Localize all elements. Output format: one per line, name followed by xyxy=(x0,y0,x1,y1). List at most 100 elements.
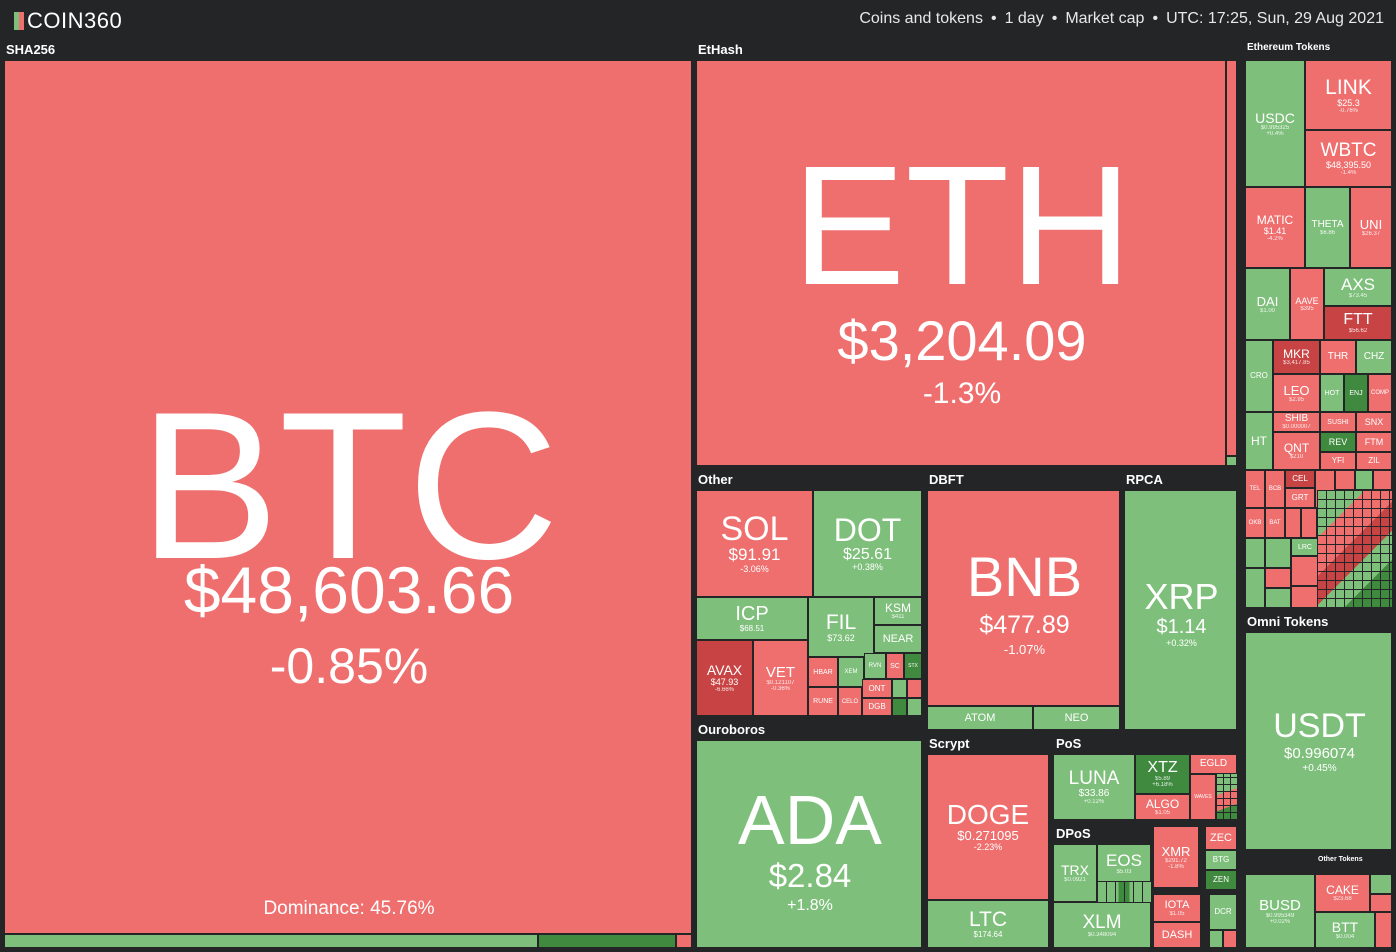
coin-tile-xrp[interactable]: XRP $1.14 +0.32% xyxy=(1124,490,1237,730)
token-tile-theta[interactable]: THETA $6.86 xyxy=(1305,187,1350,268)
coin-tile-dgb[interactable]: DGB xyxy=(862,698,892,716)
token-tile-usdc[interactable]: USDC $0.995325 +0.4% xyxy=(1245,60,1305,187)
coin-tile-small[interactable] xyxy=(907,698,922,716)
coin-tile-btc[interactable]: BTC $48,603.66 -0.85% Dominance: 45.76% xyxy=(4,60,692,934)
token-tile-small[interactable] xyxy=(1245,568,1265,608)
coin-tile-xtz[interactable]: XTZ $5.89 +6.18% xyxy=(1135,754,1190,794)
token-tile-small[interactable] xyxy=(1285,508,1301,538)
sha256-small-tile[interactable] xyxy=(538,934,676,948)
coin-tile-sol[interactable]: SOL $91.91 -3.06% xyxy=(696,490,813,597)
token-tile-small[interactable] xyxy=(1291,556,1319,586)
token-tile-dai[interactable]: DAI $1.00 xyxy=(1245,268,1290,340)
token-tile-chz[interactable]: CHZ xyxy=(1356,340,1392,374)
token-tile-ftt[interactable]: FTT $56.62 xyxy=(1324,306,1392,340)
token-tile-wbtc[interactable]: WBTC $48,395.50 -1.4% xyxy=(1305,130,1392,187)
token-tile-qnt[interactable]: QNT $210 xyxy=(1273,432,1320,470)
coin-tile-neo[interactable]: NEO xyxy=(1033,706,1120,730)
token-tile-thr[interactable]: THR xyxy=(1320,340,1356,374)
coin-tile-sc[interactable]: SC xyxy=(886,653,904,679)
token-tile-aave[interactable]: AAVE $395 xyxy=(1290,268,1324,340)
eth-tokens-small-mosaic[interactable] xyxy=(1317,490,1392,608)
coin-tile-dcr[interactable]: DCR xyxy=(1209,894,1237,930)
coin-tile-ont[interactable]: ONT xyxy=(862,679,892,698)
coin-tile-small[interactable] xyxy=(1223,930,1237,948)
coin-tile-cake[interactable]: CAKE $23.68 xyxy=(1315,874,1370,912)
coins-filter[interactable]: Coins and tokens xyxy=(859,10,983,27)
token-tile-enj[interactable]: ENJ xyxy=(1344,374,1368,412)
coin-tile-ksm[interactable]: KSM $411 xyxy=(874,597,922,625)
coin-tile-bnb[interactable]: BNB $477.89 -1.07% xyxy=(927,490,1120,706)
token-tile-uni[interactable]: UNI $26.37 xyxy=(1350,187,1392,268)
period-filter[interactable]: 1 day xyxy=(1004,10,1044,27)
pos-small-mosaic[interactable] xyxy=(1216,774,1237,820)
coin-tile-trx[interactable]: TRX $0.0921 xyxy=(1053,844,1097,902)
coin-tile-rvn[interactable]: RVN xyxy=(864,653,886,679)
token-tile-bcb[interactable]: BCB xyxy=(1265,470,1285,508)
token-tile-sushi[interactable]: SUSHI xyxy=(1320,412,1356,432)
ethash-small-tile[interactable] xyxy=(1226,60,1237,456)
token-tile-bat[interactable]: BAT xyxy=(1265,508,1285,538)
token-tile-matic[interactable]: MATIC $1.41 -4.2% xyxy=(1245,187,1305,268)
coin-tile-small[interactable] xyxy=(907,679,922,698)
coin-tile-doge[interactable]: DOGE $0.271095 -2.23% xyxy=(927,754,1049,900)
coin-tile-busd[interactable]: BUSD $0.995349 +0.02% xyxy=(1245,874,1315,948)
ethash-small-tile[interactable] xyxy=(1226,456,1237,466)
coin-tile-avax[interactable]: AVAX $47.93 -6.66% xyxy=(696,640,753,716)
token-tile-grt[interactable]: GRT xyxy=(1285,488,1315,508)
token-tile-yfi[interactable]: YFI xyxy=(1320,452,1356,470)
coin-tile-atom[interactable]: ATOM xyxy=(927,706,1033,730)
coin-tile-eos[interactable]: EOS $5.03 xyxy=(1097,844,1151,882)
coin-tile-luna[interactable]: LUNA $33.86 +0.12% xyxy=(1053,754,1135,820)
token-tile-hot[interactable]: HOT xyxy=(1320,374,1344,412)
coin-tile-ada[interactable]: ADA $2.84 +1.8% xyxy=(696,740,922,948)
token-tile-comp[interactable]: COMP xyxy=(1368,374,1392,412)
coin-tile-fil[interactable]: FIL $73.62 xyxy=(808,597,874,657)
token-tile-small[interactable] xyxy=(1355,470,1373,490)
coin-tile-rune[interactable]: RUNE xyxy=(808,687,838,716)
coin-tile-zen[interactable]: ZEN xyxy=(1205,870,1237,890)
coin-tile-xlm[interactable]: XLM $0.348094 xyxy=(1053,902,1151,948)
coin-tile-xem[interactable]: XEM xyxy=(838,657,864,687)
metric-filter[interactable]: Market cap xyxy=(1065,10,1145,27)
coin-tile-ltc[interactable]: LTC $174.64 xyxy=(927,900,1049,948)
coin-tile-xmr[interactable]: XMR $291.72 -1.8% xyxy=(1153,826,1199,888)
coin-tile-near[interactable]: NEAR xyxy=(874,625,922,653)
token-tile-okb[interactable]: OKB xyxy=(1245,508,1265,538)
token-tile-small[interactable] xyxy=(1370,874,1392,894)
sha256-small-tile[interactable] xyxy=(676,934,692,948)
token-tile-snx[interactable]: SNX xyxy=(1356,412,1392,432)
coin-tile-dash[interactable]: DASH xyxy=(1153,922,1201,948)
coin-tile-small[interactable] xyxy=(892,698,907,716)
coin-tile-small[interactable] xyxy=(892,679,907,698)
coin-tile-btt[interactable]: BTT $0.004 xyxy=(1315,912,1375,948)
coin-tile-btg[interactable]: BTG xyxy=(1205,850,1237,870)
coin-tile-hbar[interactable]: HBAR xyxy=(808,657,838,687)
coin-tile-icp[interactable]: ICP $68.51 xyxy=(696,597,808,640)
token-tile-small[interactable] xyxy=(1291,586,1319,608)
sha256-small-tile[interactable] xyxy=(4,934,538,948)
token-tile-ftm[interactable]: FTM xyxy=(1356,432,1392,452)
token-tile-small[interactable] xyxy=(1265,538,1291,568)
token-tile-small[interactable] xyxy=(1265,588,1291,608)
coin-tile-vet[interactable]: VET $0.121107 -0.36% xyxy=(753,640,808,716)
coin-tile-dot[interactable]: DOT $25.61 +0.38% xyxy=(813,490,922,597)
token-tile-tel[interactable]: TEL xyxy=(1245,470,1265,508)
token-tile-zil[interactable]: ZIL xyxy=(1356,452,1392,470)
token-tile-link[interactable]: LINK $25.3 -0.76% xyxy=(1305,60,1392,130)
token-tile-small[interactable] xyxy=(1370,894,1392,912)
token-tile-small[interactable] xyxy=(1375,912,1392,948)
token-tile-ht[interactable]: HT xyxy=(1245,412,1273,470)
token-tile-small[interactable] xyxy=(1335,470,1355,490)
coin-tile-eth[interactable]: ETH $3,204.09 -1.3% xyxy=(696,60,1226,466)
token-tile-small[interactable] xyxy=(1301,508,1317,538)
coin-tile-small[interactable] xyxy=(1209,930,1223,948)
token-tile-mkr[interactable]: MKR $3,417.85 xyxy=(1273,340,1320,374)
dpos-small-mosaic[interactable] xyxy=(1097,882,1151,902)
token-tile-rev[interactable]: REV xyxy=(1320,432,1356,452)
token-tile-small[interactable] xyxy=(1245,538,1265,568)
coin-tile-celo[interactable]: CELO xyxy=(838,687,862,716)
coin-tile-usdt[interactable]: USDT $0.996074 +0.45% xyxy=(1245,632,1392,850)
token-tile-leo[interactable]: LEO $2.95 xyxy=(1273,374,1320,412)
token-tile-small[interactable] xyxy=(1265,568,1291,588)
token-tile-cel[interactable]: CEL xyxy=(1285,470,1315,488)
